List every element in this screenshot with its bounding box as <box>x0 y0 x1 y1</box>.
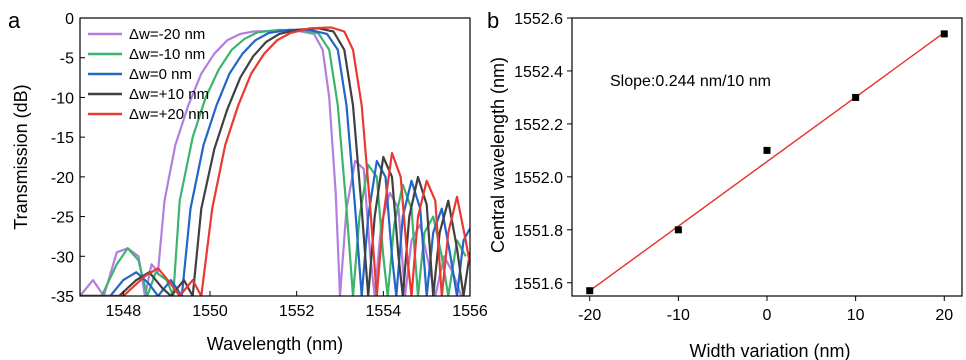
panel-b-x-axis-title: Width variation (nm) <box>689 341 850 360</box>
panel-a-plot-frame <box>79 17 471 297</box>
panel-b-y-tick-label: 1552.6 <box>514 11 563 28</box>
panel-a-transmission-chart: a 1548 1550 1552 1554 1556 0 -5 -10 -15 -20 -25 -30… <box>8 8 488 354</box>
panel-b-y-tick-label: 1552.0 <box>514 170 563 187</box>
panel-b-data-point-0 <box>586 287 594 295</box>
panel-letter-b: b <box>487 8 499 33</box>
panel-b-x-tick-label: 20 <box>935 307 953 324</box>
panel-b-fit-line <box>589 31 945 292</box>
panel-b-data-point-1 <box>674 226 682 234</box>
panel-a-x-tick-label: 1552 <box>279 303 315 320</box>
panel-a-x-tick-label: 1548 <box>106 303 142 320</box>
panel-a-y-tick-label: -15 <box>51 130 74 147</box>
panel-b-y-axis-title: Central wavelength (nm) <box>488 57 508 253</box>
panel-b-x-tick-label: -10 <box>667 307 690 324</box>
panel-a-x-axis-title: Wavelength (nm) <box>207 334 343 354</box>
panel-a-series-line-2 <box>80 28 470 296</box>
panel-a-y-tick-label: -30 <box>51 249 74 266</box>
panel-b-slope-annotation: Slope:0.244 nm/10 nm <box>610 73 771 90</box>
panel-a-x-tick-label: 1556 <box>452 303 488 320</box>
panel-b-y-tick-label: 1552.4 <box>514 64 563 81</box>
panel-a-y-axis-title: Transmission (dB) <box>11 84 31 229</box>
panel-letter-a: a <box>8 8 21 33</box>
panel-a-y-tick-label: -10 <box>51 90 74 107</box>
panel-a-y-tick-label: -5 <box>60 51 74 68</box>
panel-a-x-tick-label: 1550 <box>192 303 228 320</box>
panel-b-data-point-3 <box>852 93 860 101</box>
panel-a-legend-label-0: Δw=-20 nm <box>129 26 205 43</box>
panel-b-x-tick-label: 10 <box>847 307 865 324</box>
panel-b-x-tick-label: 0 <box>763 307 772 324</box>
panel-a-series-line-1 <box>80 28 467 296</box>
panel-a-legend-label-1: Δw=-10 nm <box>129 46 205 63</box>
panel-a-series-line-4 <box>80 26 470 296</box>
panel-b-data-point-4 <box>940 30 948 38</box>
panel-a-legend-label-3: Δw=+10 nm <box>129 86 209 103</box>
panel-b-x-tick-label: -20 <box>578 307 601 324</box>
panel-a-legend-label-4: Δw=+20 nm <box>129 106 209 123</box>
panel-a-ticks: 1548 1550 1552 1554 1556 0 -5 -10 -15 -20 -25 -30 -3… <box>51 11 488 320</box>
panel-a-y-tick-label: -25 <box>51 210 74 227</box>
panel-b-ticks: -20 -10 0 10 20 1551.6 1551.8 1552.0 1552.2 1552.… <box>514 11 953 324</box>
panel-a-y-tick-label: -20 <box>51 170 74 187</box>
panel-b-fit-group <box>589 31 945 292</box>
panel-b-y-tick-label: 1551.6 <box>514 276 563 293</box>
panel-b-y-tick-label: 1552.2 <box>514 117 563 134</box>
panel-b-central-wavelength-chart: b -20 -10 0 10 20 1551.6 1551.8 1552.0 1552.2 155… <box>487 8 963 360</box>
panel-a-series-group <box>80 26 470 296</box>
panel-a-legend-label-2: Δw=0 nm <box>129 66 192 83</box>
panel-b-y-tick-label: 1551.8 <box>514 223 563 240</box>
panel-a-y-tick-label: -35 <box>51 289 74 306</box>
panel-b-plot-frame <box>571 17 963 297</box>
panel-b-data-point-2 <box>763 146 771 154</box>
panel-b-points-group <box>586 30 948 295</box>
panel-a-x-tick-label: 1554 <box>366 303 402 320</box>
panel-a-series-line-3 <box>80 27 470 296</box>
panel-a-y-tick-label: 0 <box>65 11 74 28</box>
panel-a-legend: Δw=-20 nm Δw=-10 nm Δw=0 nm Δw=+10 nm Δw=+20… <box>88 26 209 123</box>
